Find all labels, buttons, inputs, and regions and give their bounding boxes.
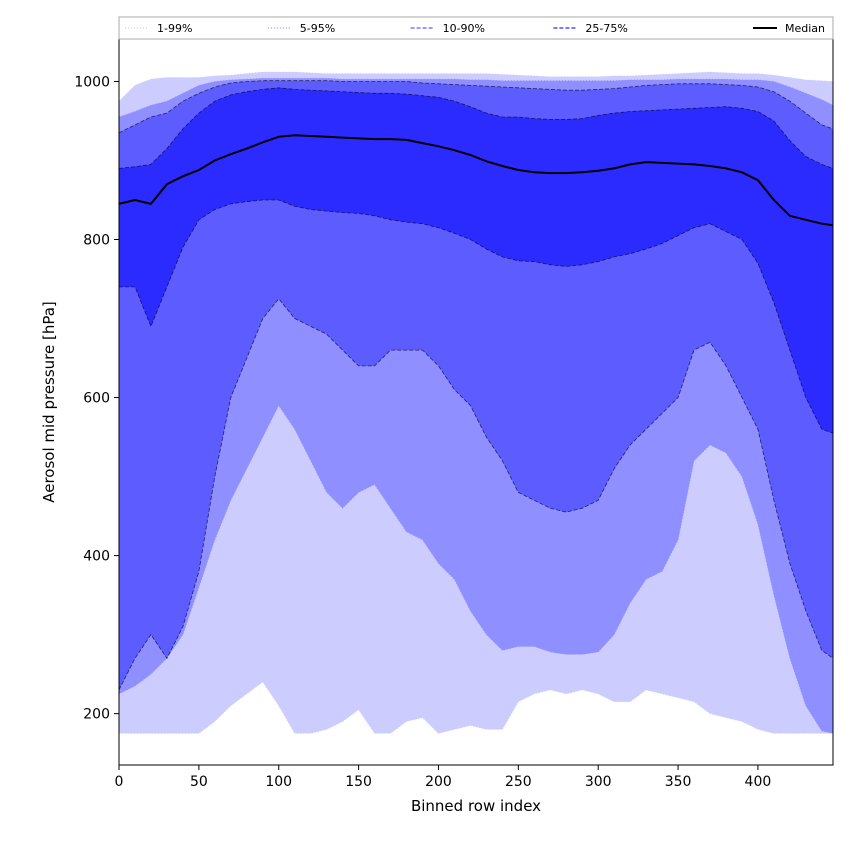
x-tick-label: 100 [265,774,292,790]
legend-label: Median [785,22,825,35]
band-4-upper-edge [118,87,834,169]
legend-label: 1-99% [157,22,192,35]
band-2-lower-edge [118,404,834,734]
percentile-bands [118,71,834,734]
x-tick-label: 400 [745,774,772,790]
median-line [118,134,834,227]
y-tick-label: 1000 [74,74,110,90]
median-series [118,134,834,227]
legend-label: 25-75% [585,22,627,35]
band-4-lower-edge [119,199,834,434]
x-tick-label: 350 [665,774,692,790]
x-tick-label: 0 [115,774,124,790]
x-tick-label: 300 [585,774,612,790]
x-axis-label: Binned row index [411,797,541,815]
x-tick-label: 200 [425,774,452,790]
legend-label: 10-90% [443,22,485,35]
x-axis-ticks: 0 50 100 150 200 250 300 350 400 [115,765,772,790]
band-1-lower-edge [119,681,833,734]
band-4 [119,87,833,434]
legend-label: 5-95% [300,22,335,35]
y-tick-label: 800 [83,233,110,249]
x-tick-label: 250 [505,774,532,790]
y-tick-label: 200 [83,707,110,723]
x-tick-label: 150 [345,774,372,790]
y-axis-label: Aerosol mid pressure [hPa] [40,301,58,503]
legend: 1-99% 5-95% 10-90% 25-75% Median [118,16,834,40]
x-tick-label: 50 [190,774,208,790]
y-tick-label: 400 [83,549,110,565]
band-3-lower-edge [118,298,834,691]
y-axis-ticks: 200 400 600 800 1000 [74,74,119,723]
y-tick-label: 600 [83,391,110,407]
legend-box [118,16,834,40]
band-2-upper-edge [118,77,834,118]
